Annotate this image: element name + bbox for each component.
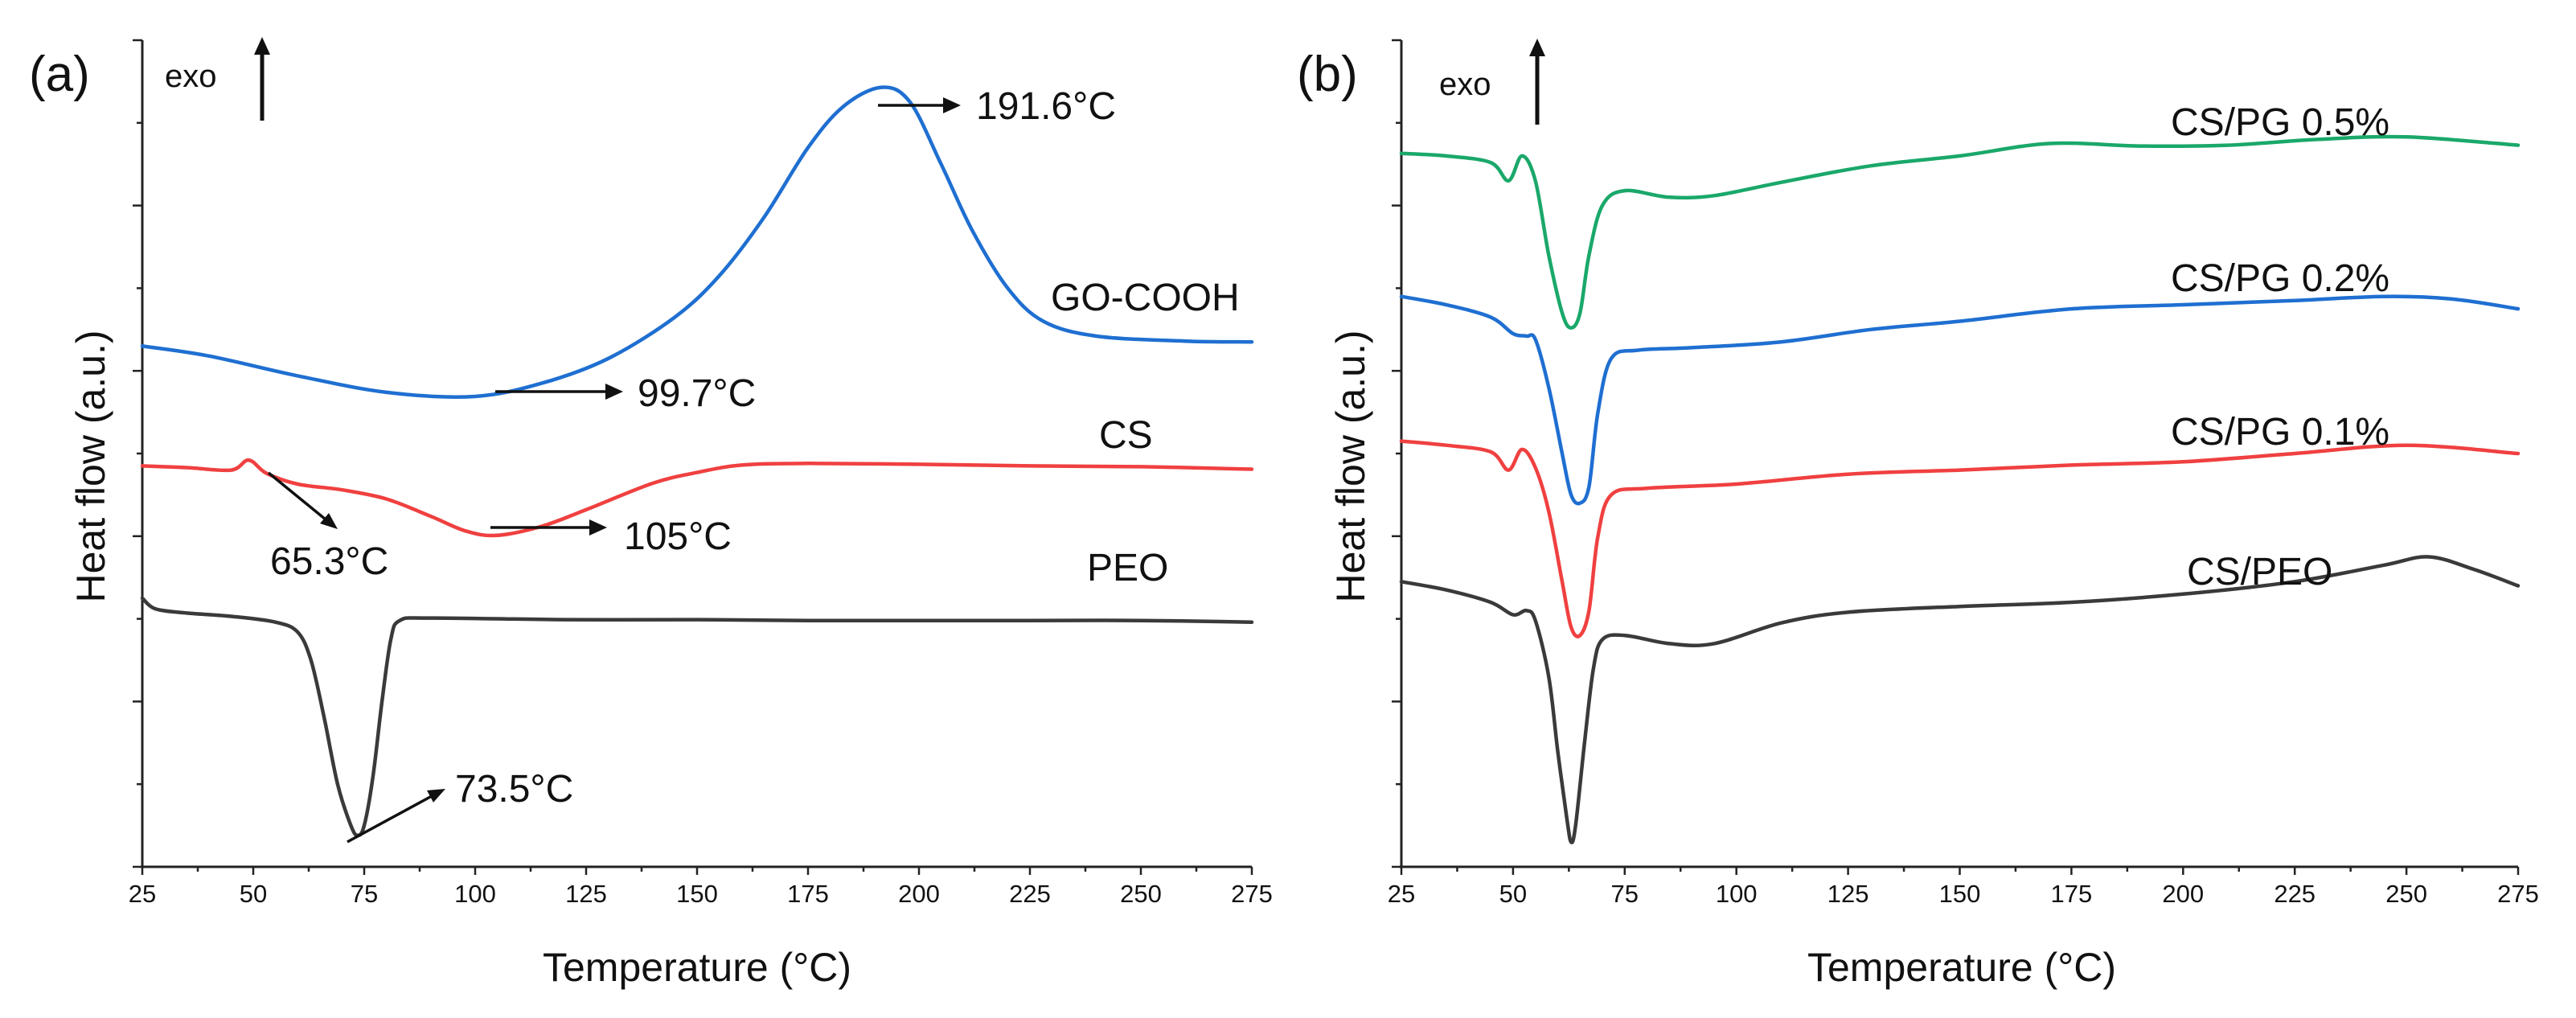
annotation-go-cooh-min: 99.7°C <box>495 372 756 415</box>
series-cs-pg-0-5-line <box>1399 134 2521 330</box>
panel-a-x-tick-label: 25 <box>129 880 156 908</box>
panel-a-exo-arrow-icon <box>254 37 270 121</box>
series-peo-line <box>140 596 1254 838</box>
series-label-cs-peo: CS/PEO <box>2187 551 2332 593</box>
panel-b-x-tick-label: 275 <box>2497 880 2539 908</box>
series-go-cooh-line <box>140 85 1254 399</box>
panel-a: (a) exo 25 50 75 100 125 150 175 200 225 250 275 T… <box>29 37 1273 990</box>
panel-a-y-axis-label: Heat flow (a.u.) <box>68 330 113 602</box>
panel-b-y-ticks <box>1392 39 1401 868</box>
panel-b-x-tick-label: 200 <box>2162 880 2204 908</box>
panel-a-x-tick-label: 50 <box>240 880 267 908</box>
panel-b-exo-label: exo <box>1439 67 1491 102</box>
panel-a-x-tick-label: 100 <box>454 880 496 908</box>
annotation-go-cooh-peak: 191.6°C <box>878 85 1116 128</box>
panel-b-x-tick-label: 75 <box>1611 880 1639 908</box>
panel-a-x-tick-label: 250 <box>1120 880 1162 908</box>
panel-a-x-tick-label: 200 <box>898 880 940 908</box>
panel-b-x-tick-label: 175 <box>2051 880 2093 908</box>
annotation-label-65-3: 65.3°C <box>270 540 388 583</box>
annotation-cs-min: 105°C <box>490 515 732 558</box>
series-label-cs: CS <box>1099 414 1153 457</box>
panel-b-x-tick-label: 125 <box>1827 880 1869 908</box>
panel-b-x-axis-label: Temperature (°C) <box>1807 945 2116 990</box>
panel-b-x-tick-label: 25 <box>1388 880 1415 908</box>
panel-a-x-axis-label: Temperature (°C) <box>543 945 851 990</box>
panel-b-y-axis-label: Heat flow (a.u.) <box>1328 330 1373 602</box>
panel-a-exo-label: exo <box>165 59 217 94</box>
series-cs-pg-0-2-line <box>1399 294 2521 506</box>
series-label-cs-pg-0-2: CS/PG 0.2% <box>2171 257 2389 300</box>
annotation-label-99-7: 99.7°C <box>638 372 756 415</box>
annotation-peo-min: 73.5°C <box>347 768 573 844</box>
panel-b-x-ticks: 25 50 75 100 125 150 175 200 225 250 275 <box>1388 867 2539 908</box>
panel-b-x-tick-label: 50 <box>1499 880 1527 908</box>
panel-b-exo-arrow-icon <box>1529 39 1545 125</box>
panel-b-curves <box>1399 134 2521 844</box>
panel-b: (b) exo 25 50 75 100 125 150 175 200 225 250 275 T… <box>1297 39 2539 990</box>
series-label-cs-pg-0-1: CS/PG 0.1% <box>2171 411 2389 454</box>
panel-a-x-tick-label: 225 <box>1009 880 1051 908</box>
series-label-go-cooh: GO-COOH <box>1051 277 1240 319</box>
panel-a-x-tick-label: 75 <box>351 880 378 908</box>
panel-a-x-tick-label: 125 <box>565 880 607 908</box>
annotation-label-191-6: 191.6°C <box>976 85 1116 128</box>
annotation-label-73-5: 73.5°C <box>455 768 573 811</box>
panel-a-x-tick-label: 150 <box>676 880 718 908</box>
panel-a-x-tick-label: 175 <box>787 880 829 908</box>
panel-b-x-tick-label: 225 <box>2274 880 2316 908</box>
series-label-cs-pg-0-5: CS/PG 0.5% <box>2171 101 2389 144</box>
panel-b-x-tick-label: 250 <box>2385 880 2427 908</box>
panel-a-x-tick-label: 275 <box>1231 880 1273 908</box>
annotation-label-105: 105°C <box>624 515 732 558</box>
series-cs-pg-0-1-line <box>1399 439 2521 638</box>
panel-b-x-tick-label: 150 <box>1939 880 1981 908</box>
series-cs-peo-line <box>1399 555 2521 844</box>
series-label-peo: PEO <box>1087 547 1168 589</box>
panel-b-x-tick-label: 100 <box>1716 880 1758 908</box>
annotation-cs-small-peak: 65.3°C <box>267 471 388 583</box>
panel-b-label: (b) <box>1297 47 1358 102</box>
panel-a-label: (a) <box>29 47 90 102</box>
panel-a-x-ticks: 25 50 75 100 125 150 175 200 225 250 275 <box>129 867 1273 908</box>
panel-a-y-ticks <box>133 39 142 868</box>
